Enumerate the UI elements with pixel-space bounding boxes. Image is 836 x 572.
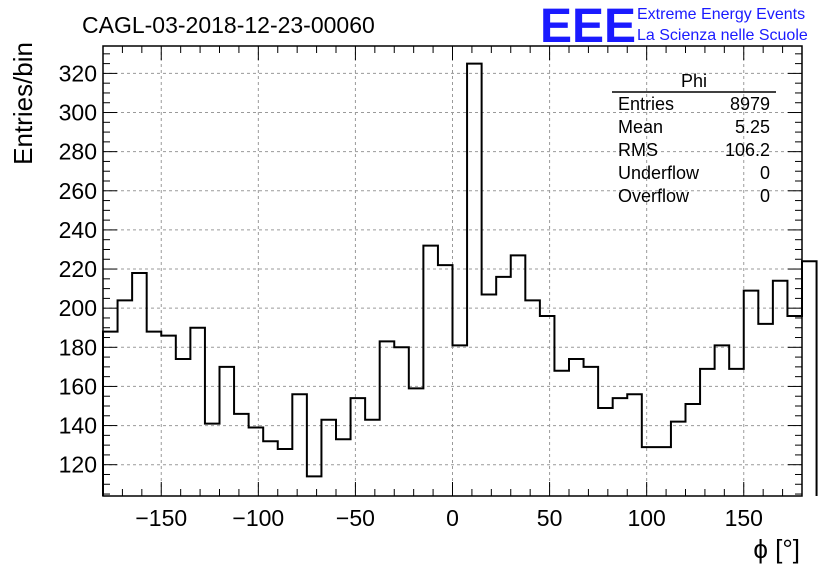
y-tick-label: 300 [59, 100, 97, 126]
stats-value: 106.2 [725, 140, 770, 160]
y-tick-label: 180 [59, 334, 97, 360]
y-tick-label: 260 [59, 178, 97, 204]
y-tick-label: 220 [59, 256, 97, 282]
stats-value: 0 [760, 186, 770, 206]
x-tick-label: −100 [232, 505, 284, 531]
stats-value: 5.25 [735, 117, 770, 137]
x-tick-label: −50 [336, 505, 375, 531]
branding-line-1: Extreme Energy Events [637, 6, 805, 23]
eee-branding: EEE Extreme Energy Events La Scienza nel… [540, 0, 808, 53]
y-tick-label: 280 [59, 139, 97, 165]
stats-label: Mean [618, 117, 663, 137]
stats-label: Overflow [618, 186, 690, 206]
x-tick-label: 0 [446, 505, 459, 531]
histogram-outline [102, 62, 818, 496]
y-tick-label: 160 [59, 373, 97, 399]
stats-label: Entries [618, 94, 674, 114]
stats-label: Underflow [618, 163, 700, 183]
x-tick-label: 150 [725, 505, 763, 531]
plot-frame [102, 45, 803, 497]
x-tick-label: 100 [627, 505, 665, 531]
eee-logo: EEE [540, 0, 636, 53]
stats-value: 0 [760, 163, 770, 183]
axis-ticks: −150 −100 −50 0 50 100 150 120 140 160 180 200 220 24… [59, 46, 803, 531]
x-tick-label: −150 [135, 505, 187, 531]
stats-box: Phi Entries 8979 Mean 5.25 RMS 106.2 Underflow… [612, 71, 776, 206]
x-axis-label: ϕ [°] [753, 534, 800, 564]
chart-title: CAGL-03-2018-12-23-00060 [82, 12, 375, 38]
stats-value: 8979 [730, 94, 770, 114]
y-tick-label: 320 [59, 60, 97, 86]
y-tick-label: 240 [59, 217, 97, 243]
y-tick-label: 120 [59, 452, 97, 478]
stats-box-title: Phi [681, 71, 707, 91]
y-tick-label: 140 [59, 413, 97, 439]
y-axis-label: Entries/bin [8, 42, 38, 165]
y-tick-label: 200 [59, 295, 97, 321]
x-tick-label: 50 [537, 505, 563, 531]
stats-label: RMS [618, 140, 658, 160]
branding-line-2: La Scienza nelle Scuole [637, 27, 808, 44]
